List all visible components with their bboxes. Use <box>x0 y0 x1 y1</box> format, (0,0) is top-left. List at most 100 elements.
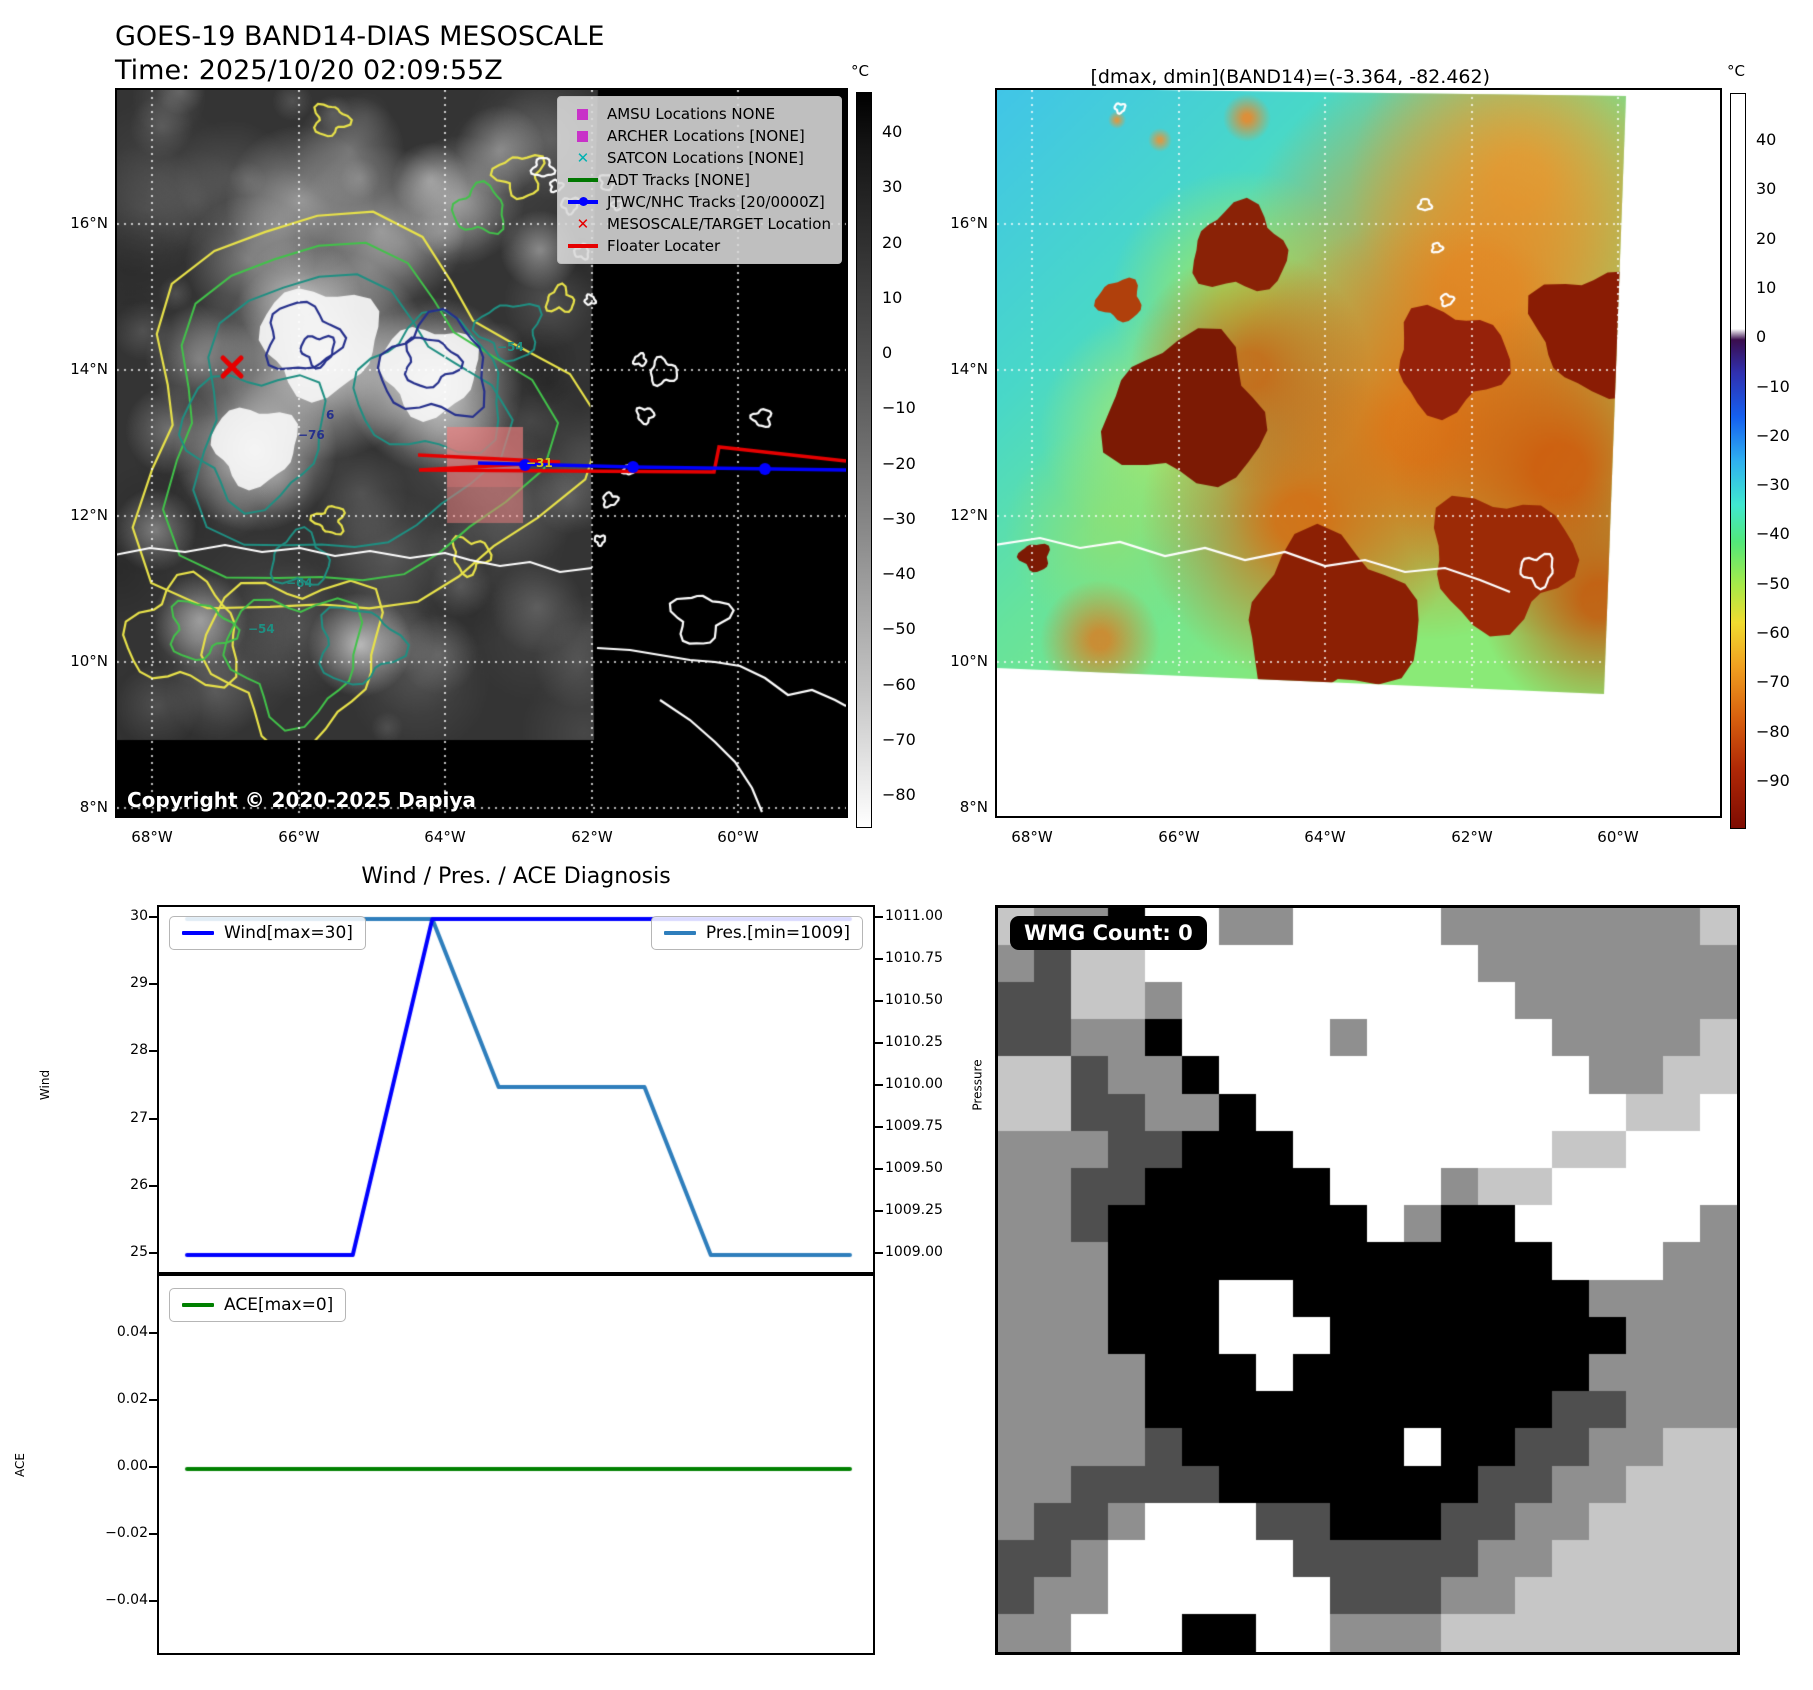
band14-cbar-tick: −60 <box>882 674 916 694</box>
pressure-tickmark <box>875 1042 883 1044</box>
awv-ytick: 12°N <box>950 506 988 524</box>
contour-label: −31 <box>526 456 553 470</box>
band14-cbar-tick: −20 <box>882 453 916 473</box>
wmg-count-badge: WMG Count: 0 <box>1010 916 1207 950</box>
band14-colorbar-unit: °C <box>851 62 869 80</box>
wind-ytick: 30 <box>130 908 148 924</box>
pressure-legend-swatch <box>663 931 696 935</box>
ace-axis-label: ACE <box>12 1453 27 1477</box>
annotation-dmax-band14: [dmax, dmin](BAND14)=(-3.364, -82.462) <box>1090 66 1490 88</box>
wind-ytick: 26 <box>130 1176 148 1193</box>
awv-cbar-tick: 30 <box>1756 179 1777 199</box>
wind-tickmark <box>149 916 157 918</box>
awv-colorbar <box>1730 93 1746 829</box>
legend-item: AMSU Locations NONE <box>568 104 831 124</box>
band14-cbar-tick: −40 <box>882 564 916 583</box>
awv-cbar-tick: −20 <box>1756 425 1790 445</box>
legend-item: ✕ SATCON Locations [NONE] <box>568 148 831 168</box>
awv-map-frame <box>995 88 1722 818</box>
band14-map-frame: AMSU Locations NONE ARCHER Locations [NON… <box>115 88 848 818</box>
ace-ytick: −0.02 <box>105 1525 148 1541</box>
band14-cbar-tick: 20 <box>882 232 903 252</box>
awv-xtick: 64°W <box>1304 828 1346 846</box>
wind-ytick: 27 <box>130 1109 148 1126</box>
pressure-ytick: 1010.75 <box>885 950 943 966</box>
awv-cbar-tick: −40 <box>1756 524 1790 544</box>
pressure-legend-label: Pres.[min=1009] <box>705 923 850 943</box>
band14-ytick: 14°N <box>70 360 108 378</box>
square-marker-icon <box>568 108 598 120</box>
band14-legend: AMSU Locations NONE ARCHER Locations [NON… <box>556 96 842 264</box>
awv-xtick: 68°W <box>1011 828 1053 846</box>
awv-cbar-tick: −70 <box>1756 672 1790 692</box>
pressure-tickmark <box>875 1210 883 1212</box>
awv-colorbar-unit: °C <box>1727 62 1745 80</box>
band14-ytick: 16°N <box>70 214 108 232</box>
wind-axis-label: Wind <box>38 1069 53 1101</box>
band14-xtick: 68°W <box>131 828 173 846</box>
band14-colorbar <box>856 92 872 828</box>
wind-tickmark <box>149 1184 157 1187</box>
awv-cbar-tick: 20 <box>1756 228 1777 248</box>
awv-cbar-tick: 10 <box>1756 277 1777 297</box>
ace-ytick: −0.04 <box>105 1592 148 1608</box>
awv-cbar-tick: 40 <box>1756 130 1777 149</box>
pressure-tickmark <box>875 1126 883 1128</box>
awv-ytick: 10°N <box>950 652 988 670</box>
ace-tickmark <box>149 1600 157 1602</box>
awv-cbar-tick: 0 <box>1756 327 1767 347</box>
band14-ytick: 8°N <box>79 798 108 816</box>
wind-legend: Wind[max=30] <box>169 916 366 950</box>
band14-cbar-tick: −30 <box>882 508 916 528</box>
line-marker-icon <box>567 244 598 248</box>
contour-label: 6 <box>326 408 335 422</box>
awv-ytick: 16°N <box>950 214 988 232</box>
wind-ytick: 28 <box>130 1042 148 1059</box>
band14-xtick: 60°W <box>717 828 759 846</box>
pressure-ytick: 1009.50 <box>885 1160 943 1176</box>
contour-label: −76 <box>298 428 325 442</box>
legend-item-label: ADT Tracks [NONE] <box>606 171 750 189</box>
awv-xtick: 62°W <box>1451 828 1493 846</box>
awv-cbar-tick: −10 <box>1756 376 1790 396</box>
band14-ytick: 10°N <box>70 652 108 670</box>
band14-cbar-tick: 10 <box>882 287 903 307</box>
band14-time: Time: 2025/10/20 02:09:55Z <box>115 55 503 86</box>
ace-tickmark <box>149 1399 157 1401</box>
pressure-ytick: 1009.75 <box>885 1118 943 1134</box>
pressure-legend: Pres.[min=1009] <box>650 916 863 950</box>
wind-ytick: 29 <box>130 975 148 992</box>
pressure-tickmark <box>875 1000 883 1002</box>
awv-ytick: 8°N <box>959 798 988 816</box>
ace-legend: ACE[max=0] <box>169 1288 347 1322</box>
wind-tickmark <box>149 983 157 986</box>
ace-plot: ACE[max=0] <box>157 1274 875 1655</box>
band14-cbar-tick: −50 <box>882 619 916 639</box>
ace-ytick: 0.00 <box>116 1458 148 1474</box>
band14-title: GOES-19 BAND14-DIAS MESOSCALE <box>115 21 605 52</box>
pressure-ytick: 1010.25 <box>885 1034 943 1050</box>
legend-item: ARCHER Locations [NONE] <box>568 126 831 146</box>
x-marker-icon: ✕ <box>576 215 590 233</box>
band14-xtick: 66°W <box>278 828 320 846</box>
band14-cbar-tick: 0 <box>882 343 893 362</box>
band14-cbar-tick: −10 <box>882 398 916 418</box>
band14-xtick: 62°W <box>571 828 613 846</box>
legend-item-label: SATCON Locations [NONE] <box>606 149 804 167</box>
awv-xtick: 66°W <box>1158 828 1200 846</box>
wind-legend-swatch <box>182 931 214 935</box>
pressure-ytick: 1009.00 <box>885 1244 943 1260</box>
pressure-ytick: 1009.25 <box>885 1202 943 1218</box>
contour-label: −54 <box>497 340 524 354</box>
pressure-tickmark <box>875 1252 883 1254</box>
ace-legend-label: ACE[max=0] <box>224 1295 334 1315</box>
pressure-ytick: 1010.00 <box>885 1076 943 1092</box>
pressure-tickmark <box>875 1084 883 1086</box>
awv-cbar-tick: −50 <box>1756 573 1790 593</box>
awv-cbar-tick: −80 <box>1756 721 1790 741</box>
pressure-ytick: 1011.00 <box>885 908 943 924</box>
wind-tickmark <box>149 1050 157 1053</box>
band14-copyright: Copyright © 2020-2025 Dapiya <box>127 788 476 812</box>
ace-tickmark <box>149 1533 157 1535</box>
contour-label: −54 <box>248 622 275 636</box>
